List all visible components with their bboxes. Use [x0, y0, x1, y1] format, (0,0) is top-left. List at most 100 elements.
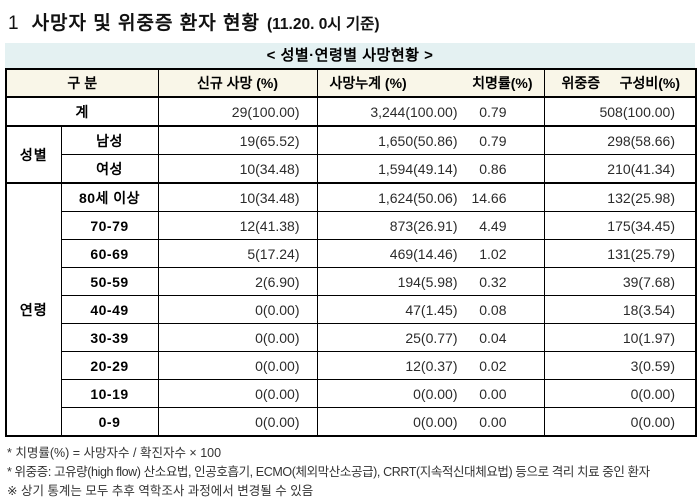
cell-cumulative-deaths: 194(5.98): [397, 273, 458, 290]
cell-fatality-rate: 0.79: [479, 132, 507, 149]
cell-new-deaths: 10(34.48): [157, 154, 318, 184]
table-row-male: 성별 남성 19(65.52) 1,650(50.86) 0.79 298(58…: [5, 125, 697, 184]
cell-new-deaths: 0(0.00): [157, 295, 318, 324]
cell-critical: 131(25.79): [543, 239, 697, 268]
cell-critical: 3(0.59): [543, 351, 697, 380]
cell-fatality-rate: 0.32: [479, 273, 507, 290]
cell-fatality-rate: 0.00: [479, 385, 507, 402]
title-text: 사망자 및 위중증 환자 현황: [31, 13, 260, 34]
cell-new-deaths: 12(41.38): [157, 211, 318, 240]
cell-critical: 18(3.54): [543, 295, 697, 324]
table-row-age-80plus: 연령 80세 이상 10(34.48) 1,624(50.06) 14.66 1…: [5, 182, 697, 437]
cell-fatality-rate: 0.02: [479, 357, 507, 374]
table-row-total: 계 29(100.00) 3,244(100.00) 0.79 508(100.…: [5, 96, 697, 127]
cell-cumulative-deaths: 1,650(50.86): [378, 132, 458, 149]
cell-cumulative-cfr: 1,624(50.06) 14.66: [316, 182, 545, 212]
table-row-age-10-19: 10-19 0(0.00) 0(0.00) 0.00 0(0.00): [6, 379, 697, 408]
cell-new-deaths: 10(34.48): [157, 182, 318, 212]
column-header-category: 구 분: [5, 68, 159, 98]
cell-cumulative-cfr: 469(14.46) 1.02: [316, 239, 545, 268]
report-subtitle: < 성별·연령별 사망현황 >: [5, 43, 695, 68]
row-label: 50-59: [60, 267, 159, 296]
cell-fatality-rate: 0.08: [479, 301, 507, 318]
cell-cumulative-deaths: 873(26.91): [389, 217, 458, 234]
cell-fatality-rate: 14.66: [471, 189, 507, 206]
cell-cumulative-cfr: 194(5.98) 0.32: [316, 267, 545, 296]
cell-cumulative-cfr: 873(26.91) 4.49: [316, 211, 545, 240]
cell-cumulative-deaths: 0(0.00): [413, 413, 458, 430]
table-row-age-40-49: 40-49 0(0.00) 47(1.45) 0.08 18(3.54): [6, 295, 697, 324]
row-label: 남성: [60, 125, 159, 155]
cell-critical: 10(1.97): [543, 323, 697, 352]
footnotes: * 치명률(%) = 사망자수 / 확진자수 × 100 * 위중증: 고유량(…: [7, 444, 695, 501]
cell-cumulative-deaths: 47(1.45): [405, 301, 458, 318]
footnote-cfr-definition: * 치명률(%) = 사망자수 / 확진자수 × 100: [7, 446, 222, 460]
cell-fatality-rate: 1.02: [479, 245, 507, 262]
cell-new-deaths: 0(0.00): [157, 323, 318, 352]
cell-critical: 0(0.00): [543, 407, 697, 437]
cell-cumulative-cfr: 1,594(49.14) 0.86: [316, 154, 545, 184]
cell-new-deaths: 0(0.00): [157, 351, 318, 380]
cell-fatality-rate: 0.00: [479, 413, 507, 430]
row-label: 20-29: [60, 351, 159, 380]
cell-cumulative-cfr: 0(0.00) 0.00: [316, 407, 545, 437]
cell-critical: 175(34.45): [543, 211, 697, 240]
cell-new-deaths: 0(0.00): [157, 379, 318, 408]
column-header-cumulative-deaths: 사망누계 (%): [329, 75, 407, 91]
cell-critical: 508(100.00): [543, 96, 697, 127]
cell-critical: 132(25.98): [543, 182, 697, 212]
cell-cumulative-deaths: 12(0.37): [405, 357, 458, 374]
row-label: 0-9: [60, 407, 159, 437]
cell-new-deaths: 2(6.90): [157, 267, 318, 296]
cell-critical: 210(41.34): [543, 154, 697, 184]
table-row-age-0-9: 0-9 0(0.00) 0(0.00) 0.00 0(0.00): [6, 407, 697, 437]
group-label-gender: 성별: [5, 125, 62, 184]
row-label: 40-49: [60, 295, 159, 324]
cell-new-deaths: 29(100.00): [157, 96, 318, 127]
row-label: 80세 이상: [60, 182, 159, 212]
row-label: 10-19: [60, 379, 159, 408]
row-label: 30-39: [60, 323, 159, 352]
table-row-age-30-39: 30-39 0(0.00) 25(0.77) 0.04 10(1.97): [6, 323, 697, 352]
column-header-cumulative-cfr: 사망누계 (%) 치명률(%): [316, 68, 545, 98]
table-row-age-70-79: 70-79 12(41.38) 873(26.91) 4.49 175(34.4…: [6, 211, 697, 240]
cell-fatality-rate: 0.86: [479, 160, 507, 177]
cell-new-deaths: 5(17.24): [157, 239, 318, 268]
column-header-critical-pct: 구성비(%): [619, 75, 680, 91]
cell-cumulative-deaths: 3,244(100.00): [370, 103, 458, 120]
cell-critical: 39(7.68): [543, 267, 697, 296]
cell-fatality-rate: 0.79: [479, 103, 507, 120]
row-label: 여성: [60, 154, 159, 184]
table-row-age-60-69: 60-69 5(17.24) 469(14.46) 1.02 131(25.79…: [6, 239, 697, 268]
title-number: 1: [8, 13, 19, 34]
column-header-new-deaths: 신규 사망 (%): [157, 68, 318, 98]
group-label-age: 연령: [5, 182, 62, 437]
cell-cumulative-cfr: 1,650(50.86) 0.79: [316, 125, 545, 155]
cell-critical: 0(0.00): [543, 379, 697, 408]
cell-fatality-rate: 0.04: [479, 329, 507, 346]
cell-cumulative-deaths: 0(0.00): [413, 385, 458, 402]
column-header-critical-label: 위중증: [561, 75, 601, 91]
deaths-by-gender-age-table: 구 분 신규 사망 (%) 사망누계 (%) 치명률(%) 위중증 구성비(%)…: [5, 68, 697, 437]
column-header-critical: 위중증 구성비(%): [543, 68, 697, 98]
table-header-row: 구 분 신규 사망 (%) 사망누계 (%) 치명률(%) 위중증 구성비(%): [5, 68, 697, 98]
table-row-age-50-59: 50-59 2(6.90) 194(5.98) 0.32 39(7.68): [6, 267, 697, 296]
page-title: 1 사망자 및 위중증 환자 현황 (11.20. 0시 기준): [8, 8, 695, 35]
cell-new-deaths: 0(0.00): [157, 407, 318, 437]
cell-new-deaths: 19(65.52): [157, 125, 318, 155]
column-header-fatality-rate: 치명률(%): [472, 75, 533, 91]
table-row-female: 여성 10(34.48) 1,594(49.14) 0.86 210(41.34…: [6, 154, 697, 184]
cell-cumulative-deaths: 1,624(50.06): [378, 189, 458, 206]
row-label-total: 계: [5, 96, 159, 127]
cell-cumulative-cfr: 25(0.77) 0.04: [316, 323, 545, 352]
cell-cumulative-cfr: 47(1.45) 0.08: [316, 295, 545, 324]
cell-fatality-rate: 4.49: [479, 217, 507, 234]
cell-cumulative-deaths: 469(14.46): [389, 245, 458, 262]
row-label: 60-69: [60, 239, 159, 268]
cell-cumulative-deaths: 1,594(49.14): [378, 160, 458, 177]
footnote-critical-definition: * 위중증: 고유량(high flow) 산소요법, 인공호흡기, ECMO(…: [7, 465, 650, 479]
cell-critical: 298(58.66): [543, 125, 697, 155]
title-asof-date: (11.20. 0시 기준): [266, 16, 380, 33]
cell-cumulative-cfr: 12(0.37) 0.02: [316, 351, 545, 380]
